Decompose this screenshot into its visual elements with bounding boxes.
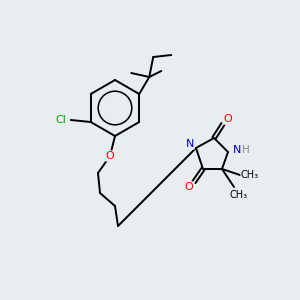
Text: CH₃: CH₃ (241, 170, 259, 180)
Text: O: O (106, 151, 114, 161)
Text: O: O (184, 182, 194, 192)
Text: N: N (186, 139, 194, 149)
Text: H: H (242, 145, 250, 155)
Text: CH₃: CH₃ (230, 190, 248, 200)
Text: N: N (233, 145, 241, 155)
Text: Cl: Cl (55, 115, 66, 125)
Text: O: O (224, 114, 232, 124)
